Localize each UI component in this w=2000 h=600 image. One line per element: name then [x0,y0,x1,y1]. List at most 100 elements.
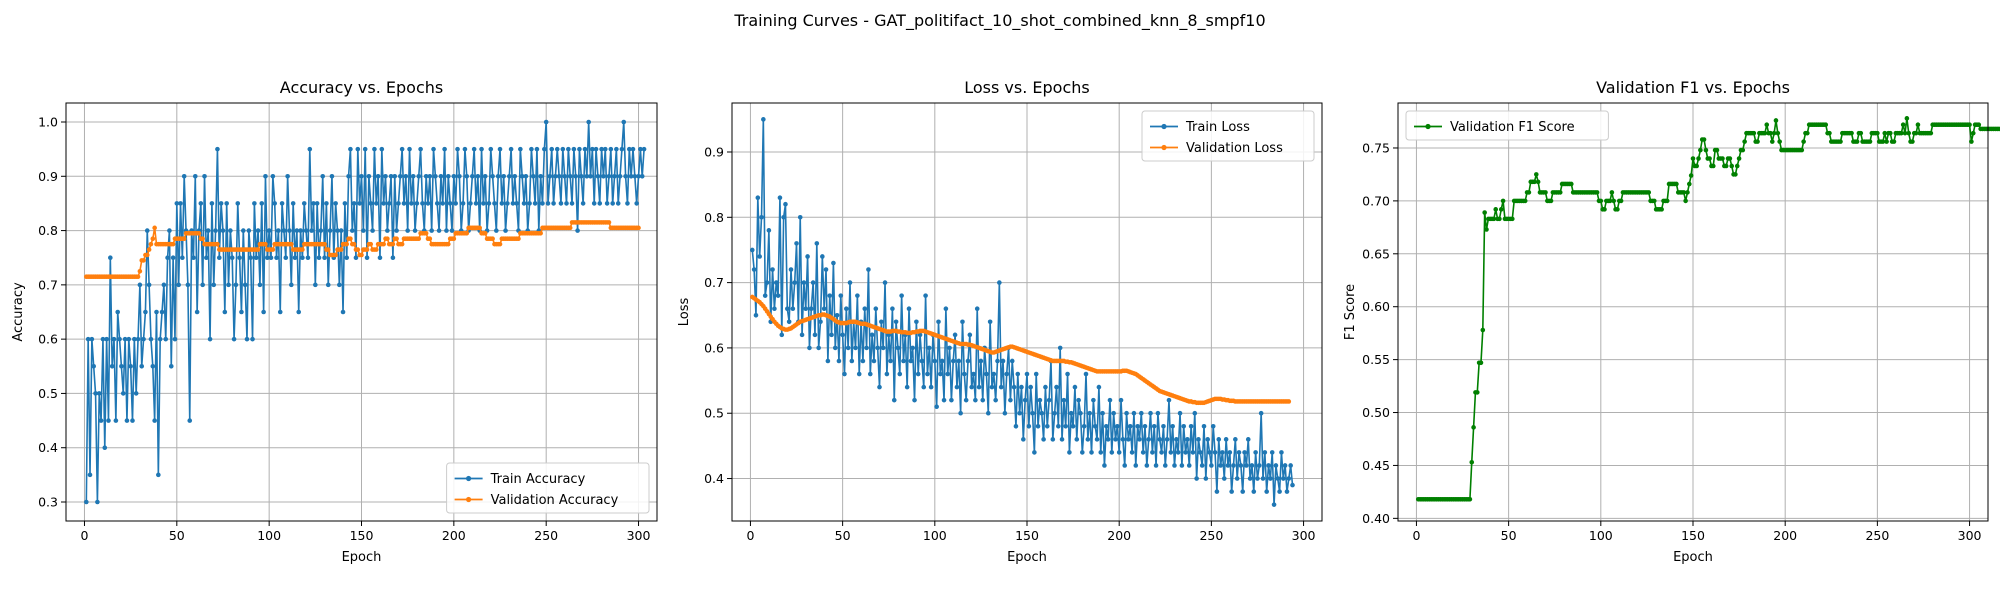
data-point [1827,130,1832,136]
data-point [783,201,788,207]
data-point [1122,463,1128,468]
data-point [261,309,266,315]
data-point [1683,198,1688,204]
data-point [634,201,639,206]
data-point [831,260,836,266]
accuracy-panel: 0 50 100 150 200 250 300 0.3 0.4 0.5 0.6 0.7 0.8 0.9 1… [11,78,658,565]
data-point [128,363,133,369]
data-point [372,146,377,152]
x-tick-label: 150 [1015,528,1039,543]
data-point [492,201,497,206]
data-point [344,241,350,247]
data-point [401,201,407,206]
data-point [1164,437,1170,442]
data-point [1177,410,1183,416]
data-point [497,241,503,247]
data-point [1094,437,1100,442]
data-point [1720,156,1725,161]
data-point [1269,450,1275,455]
data-point [346,173,351,179]
data-point [766,228,772,233]
data-point [897,371,903,377]
data-point [120,391,126,396]
data-point [211,282,217,288]
data-point [1070,424,1076,429]
data-point [1142,424,1148,429]
data-point [215,146,220,152]
data-point [1008,397,1013,403]
data-point [1736,156,1742,161]
data-point [757,254,762,259]
data-point [523,173,529,179]
data-point [577,146,582,152]
data-point [1131,410,1137,416]
data-point [1618,198,1624,204]
data-point [797,215,803,220]
data-point [215,241,220,247]
data-point [1242,450,1247,455]
data-point [1805,130,1810,136]
data-point [1275,476,1281,481]
data-point [623,173,628,179]
data-point [1255,476,1260,481]
data-point [375,173,381,179]
data-point [1734,163,1740,169]
data-point [178,201,183,206]
y-axis-label: F1 Score [1343,284,1358,340]
data-point [263,241,268,247]
data-point [906,306,912,312]
data-point [279,201,285,206]
legend-label: Validation F1 Score [1450,120,1575,135]
data-point [516,236,521,242]
data-point [106,418,111,423]
data-point [514,201,519,206]
data-point [1607,198,1613,204]
data-point [512,173,518,179]
data-point [1028,384,1033,390]
data-point [455,146,460,152]
data-point [481,201,486,206]
data-point [818,319,823,325]
data-point [862,306,868,312]
data-point [1854,139,1860,144]
data-point [1664,198,1670,204]
data-point [1166,397,1172,403]
data-point [1234,476,1240,481]
data-point [1688,173,1694,178]
data-point [233,282,239,288]
data-point [1214,489,1220,494]
data-point [1884,139,1889,144]
data-point [409,201,414,206]
data-point [486,201,492,206]
y-tick-label: 0.65 [1362,246,1390,261]
data-point [1067,450,1072,455]
data-point [1076,397,1081,403]
data-point [180,255,185,261]
data-point [628,173,634,179]
data-point [1690,156,1696,161]
data-point [777,195,783,200]
data-point [849,358,855,364]
data-point [1288,463,1293,468]
data-point [490,236,495,242]
series-validation-loss [749,294,1292,406]
data-point [893,319,899,325]
data-point [987,319,993,325]
data-point [934,404,939,410]
x-tick-label: 100 [257,528,281,543]
data-point [867,371,873,377]
data-point [901,358,906,364]
data-point [325,282,331,288]
data-point [1212,450,1218,455]
data-point [1474,390,1480,395]
data-point [1557,190,1563,195]
data-point [192,173,198,179]
data-point [373,247,379,252]
data-point [1074,437,1080,442]
data-point [1891,139,1897,144]
data-point [429,228,434,233]
data-point [1480,327,1486,333]
data-point [1150,450,1155,455]
data-point [764,280,770,285]
data-point [530,173,536,179]
